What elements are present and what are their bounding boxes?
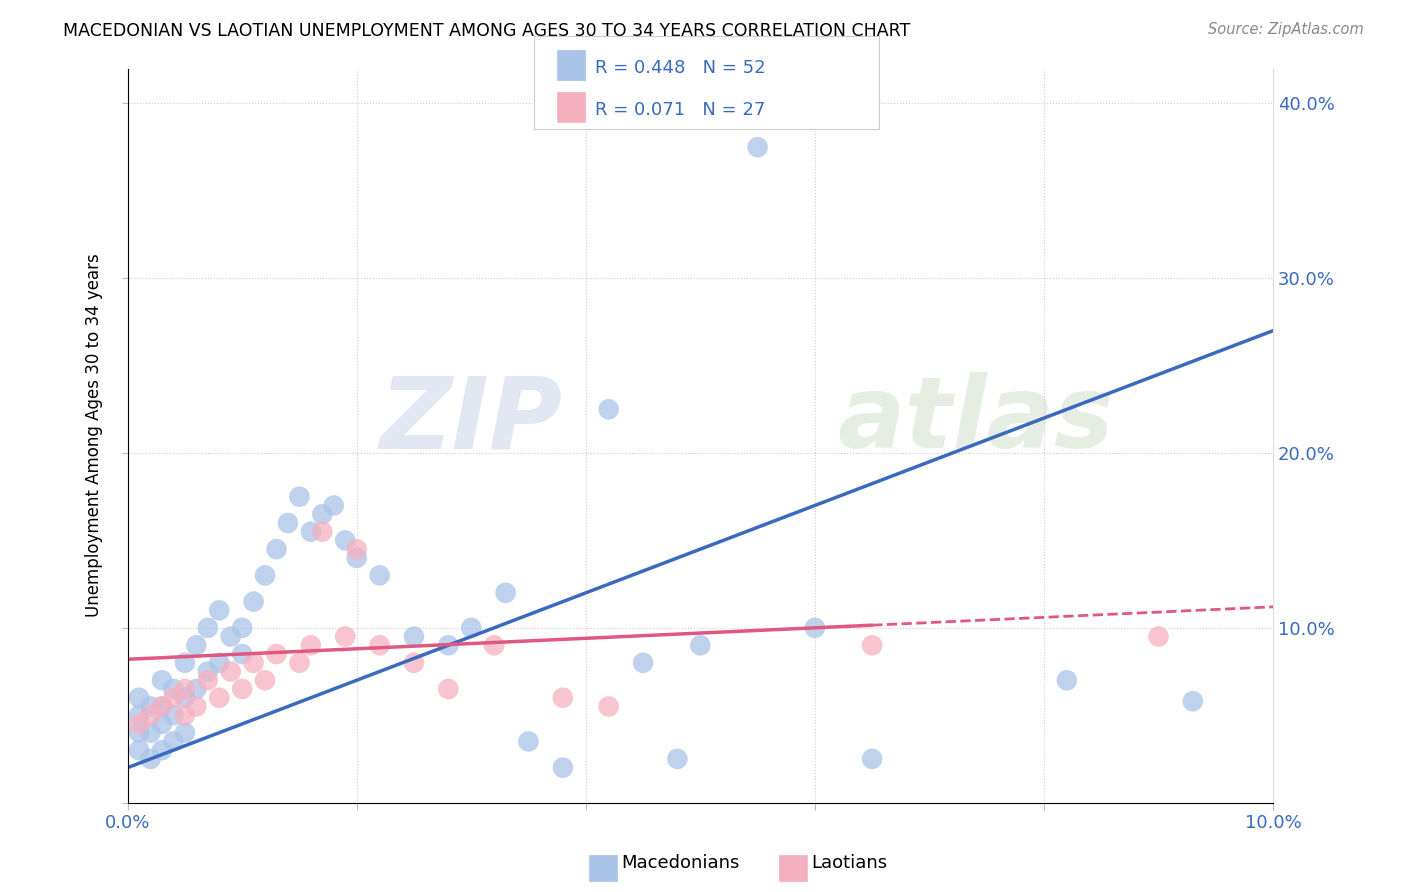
Point xyxy=(598,402,620,417)
Point xyxy=(402,656,425,670)
Point xyxy=(186,699,208,714)
Point xyxy=(231,647,253,661)
Point xyxy=(186,638,208,652)
Point xyxy=(128,725,150,739)
Text: MACEDONIAN VS LAOTIAN UNEMPLOYMENT AMONG AGES 30 TO 34 YEARS CORRELATION CHART: MACEDONIAN VS LAOTIAN UNEMPLOYMENT AMONG… xyxy=(63,22,911,40)
Point xyxy=(346,542,368,557)
Point xyxy=(860,752,883,766)
Text: R = 0.448   N = 52: R = 0.448 N = 52 xyxy=(595,60,765,78)
Point xyxy=(139,708,162,723)
Point xyxy=(208,656,231,670)
Point xyxy=(598,699,620,714)
Point xyxy=(128,717,150,731)
Point xyxy=(150,743,173,757)
Point xyxy=(254,673,277,688)
Point xyxy=(460,621,482,635)
Point xyxy=(747,140,769,154)
Point xyxy=(139,752,162,766)
Point xyxy=(173,656,195,670)
Point xyxy=(368,568,391,582)
Point xyxy=(1181,694,1204,708)
Text: R = 0.071   N = 27: R = 0.071 N = 27 xyxy=(595,102,765,120)
Point xyxy=(322,499,344,513)
Point xyxy=(173,690,195,705)
Point xyxy=(335,630,357,644)
Point xyxy=(128,708,150,723)
Point xyxy=(208,690,231,705)
Point xyxy=(335,533,357,548)
Text: Source: ZipAtlas.com: Source: ZipAtlas.com xyxy=(1208,22,1364,37)
Point xyxy=(860,638,883,652)
Point xyxy=(150,673,173,688)
Text: atlas: atlas xyxy=(838,372,1115,469)
Point xyxy=(208,603,231,617)
Point xyxy=(242,594,264,608)
Text: ZIP: ZIP xyxy=(380,372,562,469)
Point xyxy=(266,542,288,557)
Point xyxy=(242,656,264,670)
Point xyxy=(266,647,288,661)
Point xyxy=(128,743,150,757)
Point xyxy=(346,550,368,565)
Point xyxy=(517,734,540,748)
Point xyxy=(437,681,460,696)
Point xyxy=(173,681,195,696)
Point xyxy=(666,752,689,766)
Point xyxy=(311,507,333,521)
Point xyxy=(197,665,219,679)
Point xyxy=(173,725,195,739)
Point xyxy=(482,638,505,652)
Point xyxy=(162,734,184,748)
Point xyxy=(1147,630,1170,644)
Point xyxy=(288,490,311,504)
Point xyxy=(631,656,654,670)
Text: Macedonians: Macedonians xyxy=(621,854,740,871)
Point xyxy=(150,717,173,731)
Point xyxy=(551,761,574,775)
Point xyxy=(231,681,253,696)
Point xyxy=(804,621,827,635)
Point xyxy=(1056,673,1078,688)
Point xyxy=(162,708,184,723)
Point xyxy=(162,681,184,696)
Point xyxy=(299,524,322,539)
Point xyxy=(231,621,253,635)
Point xyxy=(689,638,711,652)
Point xyxy=(288,656,311,670)
Y-axis label: Unemployment Among Ages 30 to 34 years: Unemployment Among Ages 30 to 34 years xyxy=(86,253,103,617)
Point xyxy=(219,665,242,679)
Point xyxy=(402,630,425,644)
Point xyxy=(162,690,184,705)
Point xyxy=(311,524,333,539)
Point xyxy=(186,681,208,696)
Text: Laotians: Laotians xyxy=(811,854,887,871)
Point xyxy=(139,725,162,739)
Point xyxy=(254,568,277,582)
Point xyxy=(277,516,299,530)
Point xyxy=(299,638,322,652)
Point xyxy=(495,586,517,600)
Point xyxy=(197,673,219,688)
Point xyxy=(368,638,391,652)
Point xyxy=(219,630,242,644)
Point xyxy=(551,690,574,705)
Point xyxy=(139,699,162,714)
Point xyxy=(150,699,173,714)
Point xyxy=(128,690,150,705)
Point xyxy=(173,708,195,723)
Point xyxy=(197,621,219,635)
Point xyxy=(437,638,460,652)
Point xyxy=(150,699,173,714)
